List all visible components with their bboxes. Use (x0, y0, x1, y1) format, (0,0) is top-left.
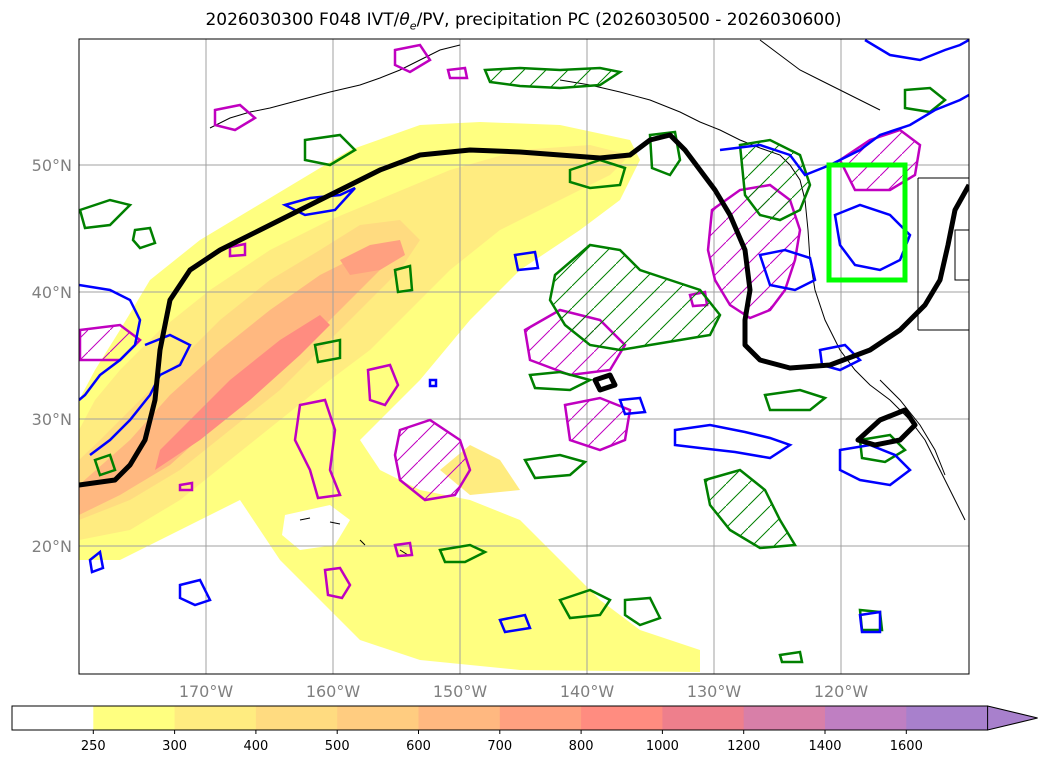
colorbar-segment (418, 706, 501, 730)
lat-tick-30: 30°N (32, 410, 72, 429)
colorbar-tick-label: 1600 (890, 739, 923, 754)
pv-negative-contours (79, 39, 969, 634)
colorbar-tick-label: 600 (406, 739, 431, 754)
lat-tick-40: 40°N (32, 283, 72, 302)
coastlines (209, 39, 969, 556)
colorbar-tick-label: 800 (569, 739, 594, 754)
colorbar-segment (825, 706, 907, 730)
colorbar-segment (12, 706, 94, 730)
colorbar-segment (93, 706, 176, 730)
lat-tick-50: 50°N (32, 156, 72, 175)
colorbar-tick-label: 1200 (727, 739, 760, 754)
colorbar-segment (743, 706, 826, 730)
colorbar-segment (581, 706, 663, 730)
colorbar-tick-label: 1400 (808, 739, 841, 754)
lon-tick-130w: 130°W (687, 682, 742, 701)
lat-tick-labels: 50°N 40°N 30°N 20°N (32, 156, 72, 556)
map-border (78, 38, 970, 675)
lon-tick-160w: 160°W (306, 682, 361, 701)
pv-positive-contours (79, 66, 948, 664)
colorbar-segment (662, 706, 745, 730)
colorbar-segment (337, 706, 419, 730)
colorbar-tick-label: 1000 (646, 739, 679, 754)
lon-tick-140w: 140°W (560, 682, 615, 701)
highlight-region-box (826, 162, 908, 283)
colorbar-extend-arrow (987, 705, 1038, 731)
colorbar-tick-label: 300 (162, 739, 187, 754)
lon-tick-170w: 170°W (179, 682, 234, 701)
colorbar-segment (499, 706, 582, 730)
lon-tick-120w: 120°W (814, 682, 869, 701)
colorbar: 250 300 400 500 600 700 800 1000 1200 1400 1600 (11, 705, 1038, 754)
lon-tick-150w: 150°W (433, 682, 488, 701)
map-title: 2026030300 F048 IVT/θe/PV, precipitation… (205, 10, 842, 33)
colorbar-segment (255, 706, 338, 730)
colorbar-segment (906, 706, 989, 730)
colorbar-tick-label: 500 (325, 739, 350, 754)
colorbar-tick-label: 400 (243, 739, 268, 754)
lat-tick-20: 20°N (32, 537, 72, 556)
colorbar-tick-label: 700 (487, 739, 512, 754)
colorbar-tick-label: 250 (81, 739, 106, 754)
theta-e-contour (79, 132, 969, 488)
colorbar-segment (174, 706, 257, 730)
lon-tick-labels: 170°W 160°W 150°W 140°W 130°W 120°W (179, 682, 869, 701)
